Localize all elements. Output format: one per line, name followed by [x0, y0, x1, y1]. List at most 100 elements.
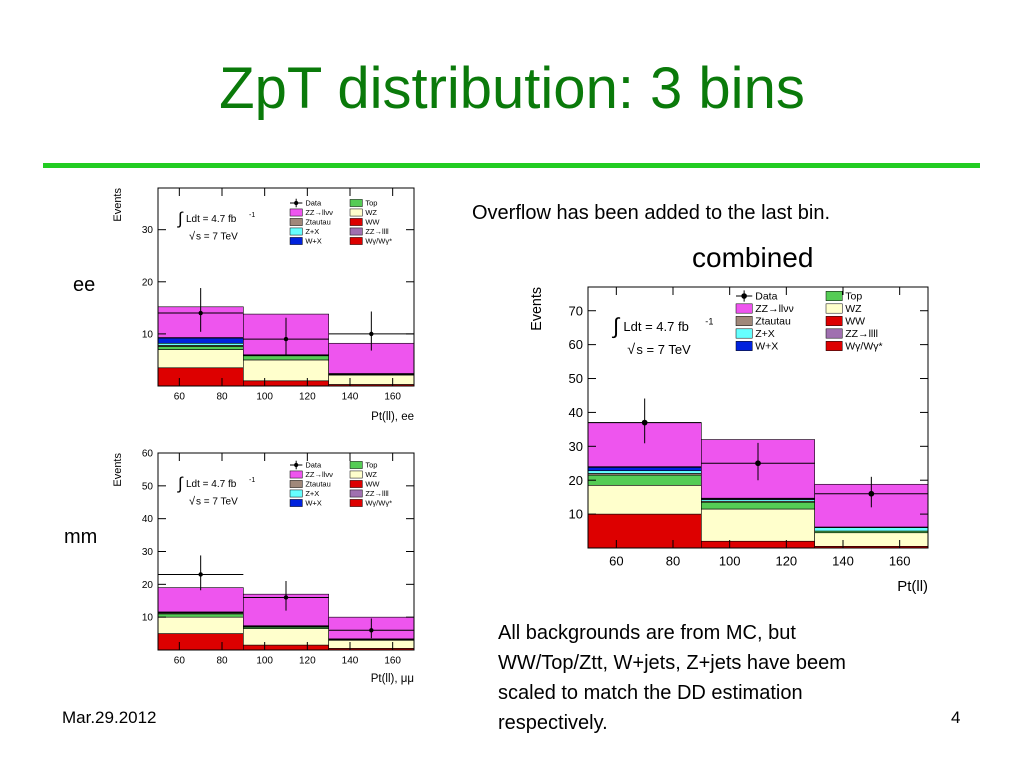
legend-swatch	[349, 227, 363, 236]
x-tick-label: 100	[256, 656, 273, 667]
legend-swatch	[289, 499, 303, 507]
x-tick-label: 80	[216, 392, 228, 403]
legend-swatch	[349, 218, 363, 226]
x-tick-label: 120	[299, 392, 316, 403]
plot-frame	[157, 187, 415, 387]
legend-label: ZZ→llνν	[755, 303, 794, 315]
stack-bar	[243, 628, 329, 646]
combined-label: combined	[692, 242, 814, 273]
legend-label: Z+X	[755, 328, 775, 340]
energy-text: s = 7 TeV	[196, 497, 238, 508]
y-tick-label: 20	[142, 580, 154, 591]
stack-bar	[701, 508, 815, 542]
slide-title: ZpT distribution: 3 bins	[219, 56, 805, 121]
x-tick-label: 60	[174, 656, 186, 667]
mm-channel-label: mm	[64, 526, 98, 548]
data-point	[369, 628, 374, 633]
stack-bar	[157, 587, 244, 613]
legend-label: WZ	[365, 208, 377, 217]
legend-label: W+X	[305, 237, 321, 246]
backgrounds-note-line: WW/Top/Ztt, W+jets, Z+jets have beem	[498, 652, 846, 674]
x-axis-label: Pt(ll)	[897, 578, 928, 595]
x-tick-label: 160	[889, 554, 911, 569]
legend-swatch	[825, 316, 843, 326]
stack-bar	[587, 470, 702, 474]
legend-label: Data	[755, 291, 777, 303]
x-axis-label: Pt(ll), ee	[371, 411, 414, 423]
data-point	[283, 336, 289, 342]
data-point	[369, 331, 374, 337]
legend-label: WW	[365, 218, 380, 227]
stack-bar	[157, 367, 244, 387]
stack-bar	[587, 484, 702, 515]
energy-text: s = 7 TeV	[196, 232, 238, 243]
data-point	[198, 572, 203, 577]
stack-bar	[243, 644, 329, 651]
x-tick-label: 140	[342, 656, 359, 667]
legend-label: Data	[305, 199, 322, 208]
mm-chart: 10 20 30 40 50 60 60 80 100 120 140 160 Pt(ll), μμ Ev…	[112, 449, 415, 685]
legend-swatch	[349, 499, 363, 507]
footer-date: Mar.29.2012	[62, 708, 157, 727]
legend-swatch	[349, 480, 363, 488]
legend-swatch	[349, 199, 363, 207]
stack-bar	[587, 474, 702, 486]
stack-bar	[243, 359, 329, 382]
legend-swatch	[825, 303, 843, 314]
y-tick-label: 30	[142, 547, 154, 558]
legend-label: Z+X	[305, 489, 319, 498]
y-tick-label: 30	[142, 225, 154, 236]
data-point	[198, 310, 203, 316]
legend-label: WW	[845, 316, 865, 328]
legend-swatch	[289, 208, 303, 217]
stack-bar	[328, 374, 415, 385]
y-tick-label: 60	[569, 337, 583, 352]
stack-bar	[814, 527, 929, 532]
stack-bar	[701, 501, 815, 510]
x-tick-label: 160	[384, 656, 401, 667]
legend-label: ZZ→llνν	[305, 208, 333, 217]
stack-bar	[243, 355, 329, 361]
legend-swatch	[735, 303, 753, 314]
legend-label: Wγ/Wγ*	[365, 499, 392, 508]
backgrounds-note: All backgrounds are from MC, but WW/Top/…	[498, 618, 846, 738]
lumi-exponent: -1	[249, 212, 255, 219]
stack-bar	[243, 380, 329, 387]
legend-label: W+X	[755, 341, 778, 353]
lumi-exponent: -1	[705, 317, 713, 327]
legend-label: Data	[305, 461, 322, 470]
stack-bar	[157, 349, 244, 369]
legend-swatch	[289, 237, 303, 245]
legend-swatch	[289, 227, 303, 236]
stack-bar	[157, 616, 244, 634]
x-tick-label: 60	[174, 392, 186, 403]
stack-bar	[328, 639, 415, 649]
ee-channel-label: ee	[73, 274, 96, 296]
legend-label: ZZ→llll	[365, 227, 389, 236]
legend-swatch	[735, 341, 753, 351]
y-tick-label: 10	[142, 613, 154, 624]
integral-icon: ∫	[611, 314, 621, 339]
x-tick-label: 60	[609, 554, 623, 569]
legend-label: WZ	[365, 470, 377, 479]
legend-swatch	[349, 461, 363, 469]
y-tick-label: 60	[142, 449, 154, 460]
y-tick-label: 20	[569, 473, 583, 488]
stack-bar	[587, 513, 702, 549]
data-point	[868, 490, 875, 497]
legend-swatch	[349, 489, 363, 498]
y-tick-label: 30	[569, 439, 583, 454]
lumi-exponent: -1	[249, 477, 255, 484]
x-tick-label: 140	[342, 392, 359, 403]
x-tick-label: 100	[719, 554, 741, 569]
y-axis-label: Events	[112, 188, 124, 222]
legend-label: Top	[365, 461, 377, 470]
legend-swatch	[735, 328, 753, 339]
legend-swatch	[289, 470, 303, 479]
legend-label: Wγ/Wγ*	[845, 341, 882, 353]
legend-swatch	[289, 480, 303, 488]
legend-label: Top	[365, 199, 377, 208]
lumi-text: Ldt = 4.7 fb	[623, 319, 688, 334]
legend-label: WZ	[845, 303, 862, 315]
